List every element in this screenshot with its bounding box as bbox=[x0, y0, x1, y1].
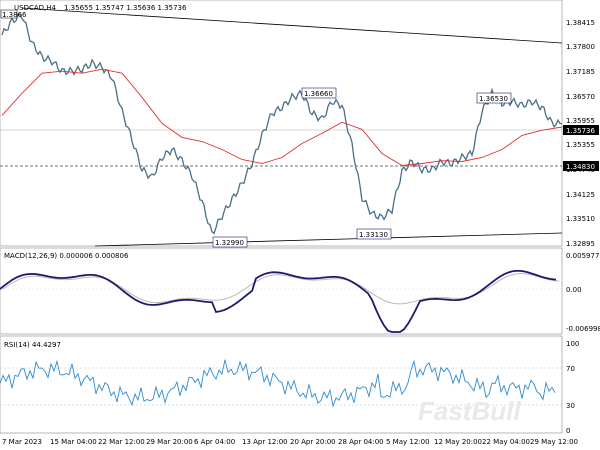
current-price-box: 1.35736 bbox=[563, 125, 599, 135]
price-series-line bbox=[1, 13, 563, 235]
lower-trendline bbox=[94, 232, 563, 247]
quote-label: 1.35655 1.35747 1.35636 1.35736 bbox=[64, 4, 187, 12]
main-panel-frame bbox=[0, 0, 563, 247]
support-price-text: 1.34830 bbox=[566, 163, 595, 171]
macd-tick: 0.005977 bbox=[566, 252, 599, 260]
symbol-label: USDCAD,H4 bbox=[14, 4, 57, 12]
price-tick: 1.33510 bbox=[566, 215, 595, 223]
time-tick: 29 Mar 20:00 bbox=[146, 438, 193, 446]
price-tick: 1.37800 bbox=[566, 43, 595, 51]
rsi-panel-frame bbox=[0, 335, 563, 434]
price-tick: 1.35355 bbox=[566, 141, 595, 149]
time-tick: 29 May 12:00 bbox=[530, 438, 578, 446]
time-tick: 13 Apr 12:00 bbox=[242, 438, 288, 446]
rsi-tick: 30 bbox=[566, 402, 575, 410]
rsi-tick: 0 bbox=[566, 427, 570, 435]
rsi-tick: 100 bbox=[566, 340, 579, 348]
price-tick: 1.36570 bbox=[566, 93, 595, 101]
annotation-text: 1.36660 bbox=[304, 90, 333, 98]
price-tick: 1.35955 bbox=[566, 117, 595, 125]
annotation-text: 1.33130 bbox=[359, 231, 388, 239]
current-price-text: 1.35736 bbox=[566, 127, 595, 135]
annotation-text: 1.36530 bbox=[479, 95, 508, 103]
time-tick: 5 May 12:00 bbox=[386, 438, 430, 446]
rsi-line bbox=[0, 359, 556, 408]
price-tick: 1.37185 bbox=[566, 68, 595, 76]
time-tick: 20 Apr 20:00 bbox=[290, 438, 336, 446]
support-price-box: 1.34830 bbox=[563, 161, 599, 171]
moving-average-line bbox=[1, 68, 563, 166]
macd-panel-frame bbox=[0, 247, 563, 335]
annotation-low-1: 1.32990 bbox=[212, 236, 248, 248]
macd-tick: -0.006998 bbox=[566, 325, 600, 333]
annotation-text: 1.32990 bbox=[215, 239, 244, 247]
annotation-high-1: 1.36660 bbox=[301, 87, 337, 99]
rsi-title: RSI(14) 44.4297 bbox=[4, 341, 61, 349]
macd-line bbox=[0, 269, 557, 333]
macd-title: MACD(12,26,9) 0.000006 0.000806 bbox=[4, 252, 129, 260]
price-tick: 1.34125 bbox=[566, 191, 595, 199]
time-tick: 15 Mar 04:00 bbox=[50, 438, 97, 446]
price-tick: 1.32895 bbox=[566, 240, 595, 248]
rsi-tick: 70 bbox=[566, 365, 575, 373]
annotation-high-2: 1.36530 bbox=[476, 92, 512, 104]
price-tick: 1.38415 bbox=[566, 19, 595, 27]
time-tick: 7 Mar 2023 bbox=[2, 438, 42, 446]
time-tick: 22 Mar 12:00 bbox=[98, 438, 145, 446]
time-tick: 12 May 20:00 bbox=[434, 438, 482, 446]
upper-trendline bbox=[21, 7, 563, 44]
corner-label-box bbox=[0, 9, 18, 19]
time-tick: 22 May 04:00 bbox=[482, 438, 530, 446]
time-tick: 6 Apr 04:00 bbox=[194, 438, 235, 446]
corner-label: 1.3866 bbox=[2, 11, 27, 19]
watermark: FastBull bbox=[418, 396, 521, 426]
time-tick: 28 Apr 04:00 bbox=[338, 438, 384, 446]
macd-tick: 0.00 bbox=[566, 286, 582, 294]
time-axis: 7 Mar 2023 15 Mar 04:00 22 Mar 12:00 29 … bbox=[2, 438, 578, 446]
annotation-low-2: 1.33130 bbox=[356, 228, 392, 240]
